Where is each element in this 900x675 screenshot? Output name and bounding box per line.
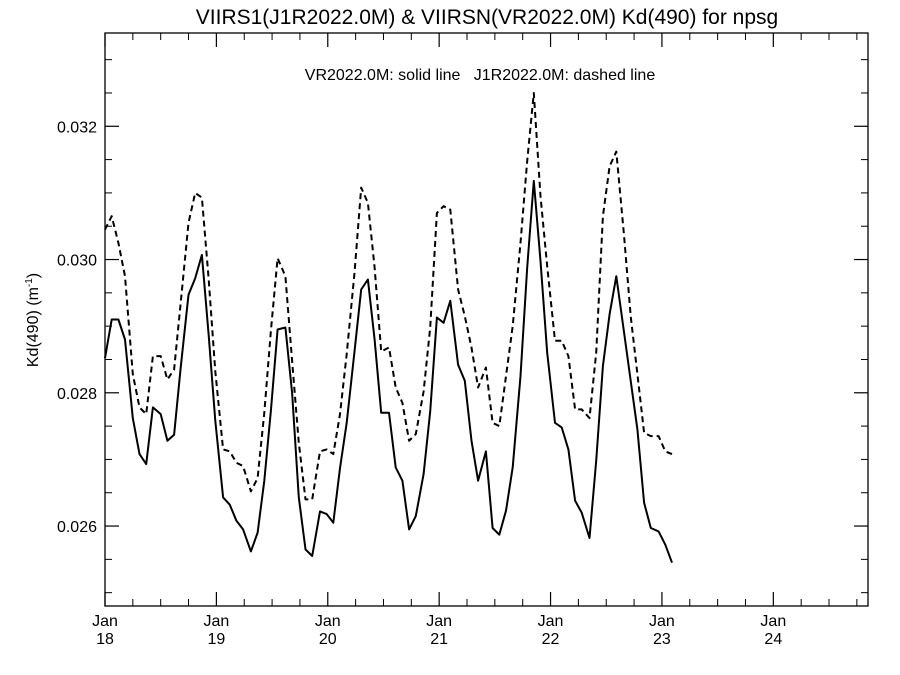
x-tick-year-5: 23: [653, 631, 671, 648]
series-line-j1r2022-0m: [104, 92, 673, 501]
x-tick-month-2: Jan: [315, 613, 341, 630]
y-axis-label: Kd(490) (m-1): [24, 273, 42, 367]
x-tick-year-0: 18: [96, 631, 114, 648]
x-tick-month-4: Jan: [538, 613, 564, 630]
axis-ticks: 0.0260.0280.0300.032Jan18Jan19Jan20Jan21…: [57, 33, 868, 648]
x-tick-year-3: 21: [430, 631, 448, 648]
y-axis-label-close: ): [25, 273, 42, 278]
plot-frame: [104, 32, 869, 607]
x-tick-month-3: Jan: [426, 613, 452, 630]
chart-title: VIIRS1(J1R2022.0M) & VIIRSN(VR2022.0M) K…: [196, 6, 778, 29]
y-axis-label-main: Kd(490) (m: [25, 287, 42, 367]
x-tick-month-6: Jan: [760, 613, 786, 630]
series-lines: [104, 92, 673, 564]
y-tick-label-3: 0.032: [57, 119, 97, 136]
x-tick-month-5: Jan: [649, 613, 675, 630]
x-tick-month-0: Jan: [92, 613, 118, 630]
series-line-vr2022-0m: [104, 179, 673, 564]
y-axis-label-superscript: -1: [24, 278, 35, 287]
series-style-note: VR2022.0M: solid line J1R2022.0M: dashed…: [305, 67, 656, 84]
y-tick-label-2: 0.030: [57, 253, 97, 270]
x-tick-month-1: Jan: [203, 613, 229, 630]
y-tick-label-1: 0.028: [57, 386, 97, 403]
y-tick-label-0: 0.026: [57, 519, 97, 536]
x-tick-year-4: 22: [542, 631, 560, 648]
x-tick-year-6: 24: [764, 631, 782, 648]
x-tick-year-2: 20: [319, 631, 337, 648]
x-tick-year-1: 19: [207, 631, 225, 648]
